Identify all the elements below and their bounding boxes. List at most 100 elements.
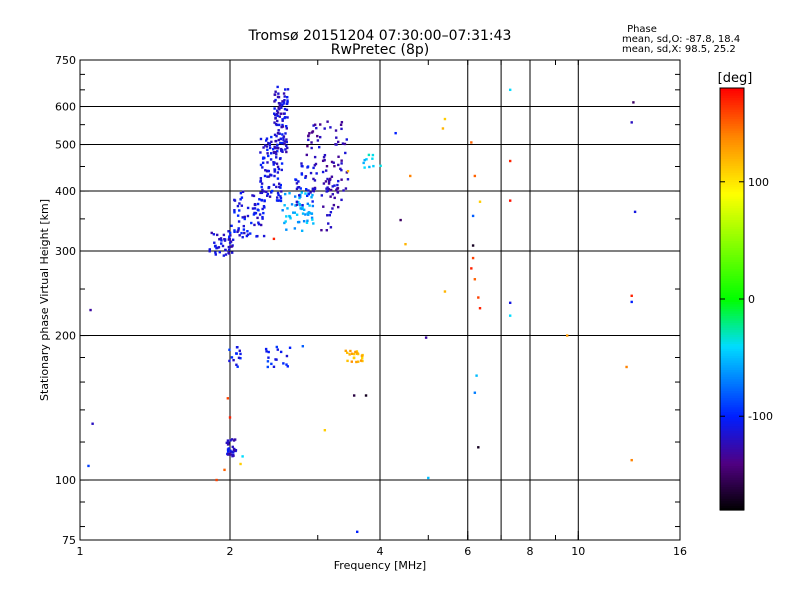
colorbar-segment: [720, 484, 744, 488]
data-point: [243, 231, 246, 235]
data-point: [288, 346, 292, 349]
data-point: [296, 220, 300, 224]
data-point: [272, 183, 276, 186]
data-point: [316, 134, 319, 138]
data-point: [283, 140, 286, 143]
data-point: [350, 352, 354, 355]
data-point: [295, 200, 299, 203]
data-point: [242, 224, 246, 228]
data-point: [363, 166, 366, 169]
colorbar-segment: [720, 399, 744, 403]
data-point: [276, 177, 280, 180]
plot-area: [80, 60, 680, 540]
colorbar-segment: [720, 423, 744, 427]
colorbar-segment: [720, 498, 744, 502]
data-point: [295, 213, 299, 216]
data-point: [477, 296, 480, 299]
colorbar-segment: [720, 294, 744, 298]
data-point: [282, 136, 285, 140]
data-point: [508, 88, 512, 92]
data-point: [283, 107, 287, 111]
colorbar-segment: [720, 439, 744, 443]
colorbar-segment: [720, 245, 744, 249]
data-point: [443, 290, 447, 293]
data-point: [273, 107, 276, 110]
data-point: [236, 214, 240, 217]
colorbar-segment: [720, 488, 744, 492]
colorbar-segment: [720, 106, 744, 110]
data-point: [231, 450, 234, 453]
data-point: [233, 438, 237, 441]
data-point: [274, 98, 277, 102]
colorbar-segment: [720, 109, 744, 113]
data-point: [218, 238, 221, 241]
data-point: [269, 173, 272, 176]
data-point: [226, 450, 230, 453]
colorbar-segment: [720, 357, 744, 361]
data-point: [349, 349, 352, 353]
colorbar-segment: [720, 331, 744, 335]
data-point: [273, 146, 277, 150]
data-point: [305, 187, 308, 191]
data-point: [322, 182, 326, 185]
data-point: [260, 182, 264, 185]
colorbar-segment: [720, 413, 744, 417]
data-point: [238, 202, 241, 205]
data-point: [269, 152, 273, 155]
colorbar-segment: [720, 444, 744, 448]
data-point: [304, 175, 308, 178]
data-point: [276, 348, 279, 351]
data-point: [337, 205, 340, 209]
colorbar-segment: [720, 374, 744, 377]
data-point: [355, 350, 359, 353]
data-point: [279, 199, 283, 203]
data-point: [229, 234, 232, 237]
data-point: [238, 349, 241, 352]
data-point: [273, 112, 276, 115]
data-point: [238, 234, 241, 237]
data-point: [237, 229, 240, 232]
data-point: [229, 439, 232, 442]
colorbar-segment: [720, 177, 744, 181]
data-point: [87, 464, 90, 468]
colorbar-segment: [720, 369, 744, 373]
data-point: [327, 182, 331, 185]
data-point: [259, 191, 262, 195]
data-point: [285, 215, 288, 218]
data-point: [279, 137, 283, 141]
data-point: [279, 112, 283, 115]
colorbar-segment: [720, 348, 744, 352]
y-tick-label: 600: [55, 101, 76, 114]
colorbar-segment: [720, 310, 744, 314]
colorbar-segment: [720, 240, 744, 244]
data-point: [319, 123, 322, 126]
data-point: [270, 140, 273, 144]
colorbar-segment: [720, 242, 744, 246]
colorbar-segment: [720, 392, 744, 396]
data-point: [281, 119, 284, 122]
data-point: [249, 232, 252, 235]
colorbar-segment: [720, 266, 744, 270]
colorbar-segment: [720, 472, 744, 476]
data-point: [299, 195, 302, 199]
data-point: [277, 129, 280, 132]
data-point: [310, 141, 313, 144]
data-point: [334, 143, 337, 146]
data-point: [282, 135, 286, 138]
data-point: [332, 161, 335, 164]
data-point: [272, 161, 275, 164]
data-point: [356, 351, 359, 355]
data-point: [470, 267, 473, 270]
data-point: [285, 125, 288, 128]
data-point: [230, 224, 233, 228]
data-point: [277, 193, 280, 197]
data-point: [298, 202, 301, 206]
colorbar-segment: [720, 409, 744, 413]
colorbar-segment: [720, 500, 744, 504]
data-point: [275, 345, 279, 349]
data-point: [261, 217, 264, 220]
data-point: [293, 195, 297, 198]
data-point: [625, 365, 628, 369]
data-point: [91, 422, 94, 425]
data-point: [280, 162, 284, 165]
